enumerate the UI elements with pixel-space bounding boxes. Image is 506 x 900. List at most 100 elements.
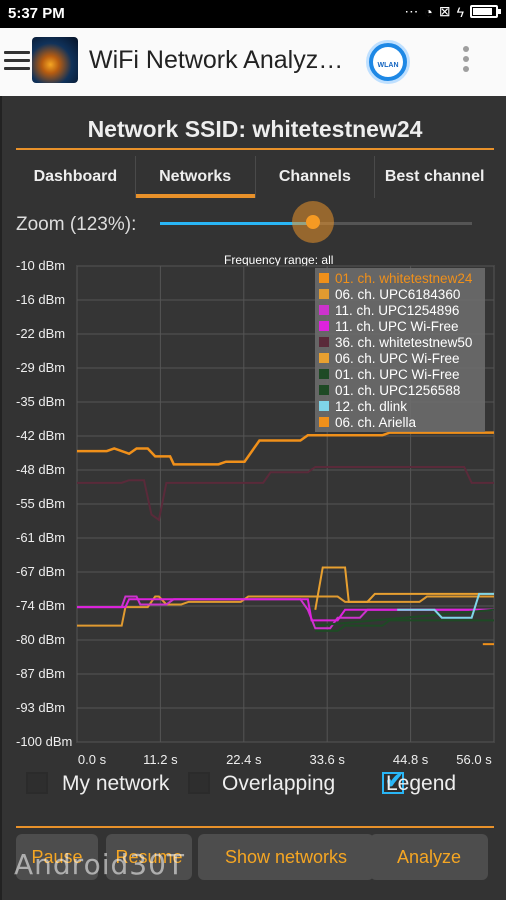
resume-button[interactable]: Resume bbox=[106, 834, 192, 880]
app-logo bbox=[32, 37, 78, 83]
y-tick-label: -74 dBm bbox=[16, 598, 66, 613]
main-content: Network SSID: whitetestnew24 Dashboard N… bbox=[0, 96, 506, 900]
legend-swatch bbox=[319, 353, 329, 363]
tab-bar: Dashboard Networks Channels Best channel bbox=[16, 156, 494, 198]
series-line bbox=[77, 431, 494, 466]
analyze-button[interactable]: Analyze bbox=[370, 834, 488, 880]
legend-entry: 11. ch. UPC1254896 bbox=[319, 302, 481, 318]
tab-best-channel[interactable]: Best channel bbox=[384, 168, 485, 185]
legend-swatch bbox=[319, 289, 329, 299]
no-sim-icon: ⊠ bbox=[438, 3, 451, 19]
series-line bbox=[315, 608, 495, 627]
tab-networks[interactable]: Networks bbox=[135, 156, 256, 198]
series-line bbox=[397, 592, 494, 619]
legend-label: 06. ch. UPC Wi-Free bbox=[335, 350, 460, 366]
legend-swatch bbox=[319, 337, 329, 347]
legend-label: 36. ch. whitetestnew50 bbox=[335, 334, 473, 350]
y-tick-label: -93 dBm bbox=[16, 700, 66, 715]
chart-legend: 01. ch. whitetestnew24 06. ch. UPC6184360… bbox=[315, 268, 485, 432]
legend-label: 01. ch. UPC1256588 bbox=[335, 382, 461, 398]
y-tick-label: -35 dBm bbox=[16, 394, 66, 409]
charging-icon: ϟ bbox=[456, 3, 464, 20]
overlapping-label: Overlapping bbox=[222, 772, 336, 795]
legend-label: 06. ch. Ariella bbox=[335, 414, 417, 430]
pause-button[interactable]: Pause bbox=[16, 834, 98, 880]
y-tick-label: -29 dBm bbox=[16, 360, 66, 375]
y-tick-label: -42 dBm bbox=[16, 428, 66, 443]
legend-label: 01. ch. whitetestnew24 bbox=[335, 270, 473, 286]
chart-subtitle: Frequency range: all bbox=[224, 253, 334, 267]
legend-swatch bbox=[319, 305, 329, 315]
legend-entry: 36. ch. whitetestnew50 bbox=[319, 334, 481, 350]
y-tick-label: -80 dBm bbox=[16, 632, 66, 647]
tab-dashboard[interactable]: Dashboard bbox=[16, 156, 136, 198]
legend-entry: 11. ch. UPC Wi-Free bbox=[319, 318, 481, 334]
y-tick-label: -67 dBm bbox=[16, 564, 66, 579]
series-line bbox=[77, 595, 494, 627]
my-network-checkbox[interactable] bbox=[26, 772, 48, 794]
wlan-button[interactable]: WLAN bbox=[366, 40, 410, 84]
legend-swatch bbox=[319, 369, 329, 379]
wifi-icon: ◔ bbox=[424, 3, 433, 20]
divider bbox=[16, 826, 494, 828]
battery-icon bbox=[470, 5, 501, 18]
legend-label: 06. ch. UPC6184360 bbox=[335, 286, 461, 302]
x-tick-label: 44.8 s bbox=[392, 752, 429, 767]
app-bar: WiFi Network Analyz… WLAN bbox=[0, 28, 506, 96]
signal-chart bbox=[76, 265, 495, 743]
legend-swatch bbox=[319, 401, 329, 411]
legend-entry: 06. ch. UPC6184360 bbox=[319, 286, 481, 302]
dots-icon: ⋯ bbox=[404, 3, 419, 19]
series-line bbox=[315, 619, 494, 632]
menu-icon[interactable] bbox=[4, 51, 30, 71]
x-tick-label: 33.6 s bbox=[309, 752, 345, 767]
series-line bbox=[314, 566, 494, 610]
overflow-menu-icon[interactable] bbox=[460, 46, 472, 78]
y-tick-label: -100 dBm bbox=[16, 734, 73, 749]
zoom-label: Zoom (123%): bbox=[16, 214, 137, 235]
y-tick-label: -22 dBm bbox=[16, 326, 66, 341]
tab-channels[interactable]: Channels bbox=[256, 156, 376, 198]
x-tick-label: 56.0 s bbox=[456, 752, 492, 767]
legend-label: 01. ch. UPC Wi-Free bbox=[335, 366, 460, 382]
legend-entry: 01. ch. UPC1256588 bbox=[319, 382, 481, 398]
status-bar: 5:37 PM ⋯ ◔ ⊠ ϟ bbox=[0, 0, 506, 28]
legend-label: 11. ch. UPC Wi-Free bbox=[335, 318, 459, 334]
zoom-slider-fill bbox=[160, 222, 313, 225]
watermark: Android30T bbox=[14, 848, 185, 881]
y-tick-label: -16 dBm bbox=[16, 292, 66, 307]
legend-entry: 12. ch. dlink bbox=[319, 398, 481, 414]
x-tick-label: 0.0 s bbox=[77, 752, 107, 767]
legend-entry: 06. ch. Ariella bbox=[319, 414, 481, 430]
zoom-slider-thumb[interactable] bbox=[291, 201, 334, 243]
show-networks-button[interactable]: Show networks bbox=[198, 834, 374, 880]
action-buttons: Pause Resume Show networks Analyze bbox=[16, 834, 494, 880]
legend-swatch bbox=[319, 273, 329, 283]
y-tick-label: -55 dBm bbox=[16, 496, 66, 511]
legend-entry: 01. ch. UPC Wi-Free bbox=[319, 366, 481, 382]
wlan-icon: WLAN bbox=[373, 47, 403, 77]
status-time: 5:37 PM bbox=[8, 5, 65, 22]
legend-entry: 01. ch. whitetestnew24 bbox=[319, 270, 481, 286]
my-network-label: My network bbox=[62, 772, 170, 795]
legend-swatch bbox=[319, 321, 329, 331]
legend-entry: 06. ch. UPC Wi-Free bbox=[319, 350, 481, 366]
x-tick-label: 22.4 s bbox=[226, 752, 262, 767]
legend-swatch bbox=[319, 385, 329, 395]
options-row: My network Overlapping bbox=[26, 768, 496, 800]
y-tick-label: -10 dBm bbox=[16, 258, 66, 273]
zoom-slider[interactable] bbox=[160, 201, 472, 243]
y-tick-label: -61 dBm bbox=[16, 530, 66, 545]
divider bbox=[16, 148, 494, 150]
legend-swatch bbox=[319, 417, 329, 427]
series-line bbox=[77, 598, 494, 622]
legend-checkbox[interactable] bbox=[382, 768, 404, 794]
y-tick-label: -87 dBm bbox=[16, 666, 66, 681]
overlapping-checkbox[interactable] bbox=[188, 772, 210, 794]
legend-label: 11. ch. UPC1254896 bbox=[335, 302, 460, 318]
series-line bbox=[77, 465, 494, 522]
legend-label: Legend bbox=[386, 772, 457, 795]
page-title: Network SSID: whitetestnew24 bbox=[87, 116, 423, 142]
legend-label: 12. ch. dlink bbox=[335, 398, 408, 414]
y-tick-label: -48 dBm bbox=[16, 462, 66, 477]
